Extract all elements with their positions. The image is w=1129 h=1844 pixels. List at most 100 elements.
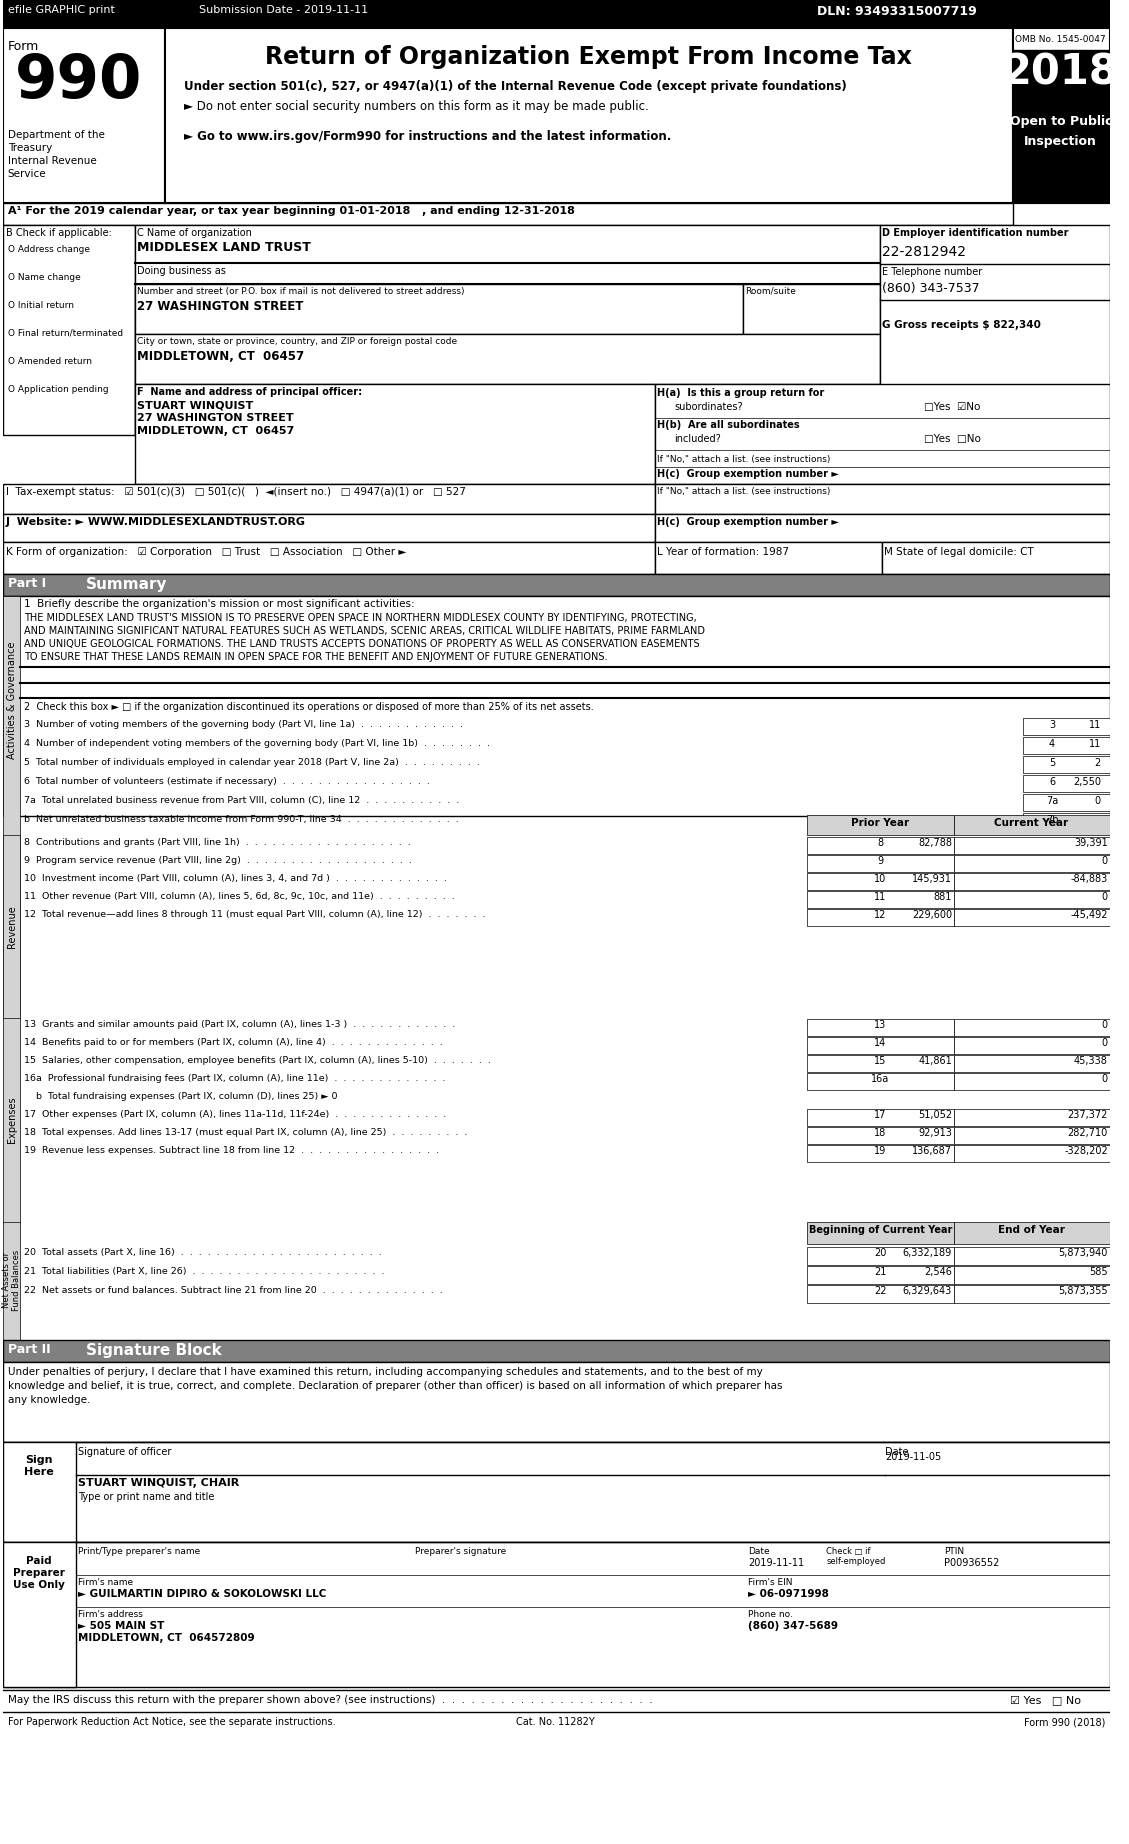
Bar [807, 909, 954, 926]
Text: OMB No. 1545-0047: OMB No. 1545-0047 [1015, 35, 1105, 44]
Text: Signature Block: Signature Block [86, 1342, 221, 1357]
Text: b  Total fundraising expenses (Part IX, column (D), lines 25) ► 0: b Total fundraising expenses (Part IX, c… [25, 1092, 338, 1101]
Bar [807, 1055, 954, 1071]
Text: THE MIDDLESEX LAND TRUST'S MISSION IS TO PRESERVE OPEN SPACE IN NORTHERN MIDDLES: THE MIDDLESEX LAND TRUST'S MISSION IS TO… [25, 612, 697, 623]
Text: 5: 5 [1049, 758, 1056, 767]
Bar [2, 1542, 77, 1687]
Bar [2, 28, 165, 203]
Text: End of Year: End of Year [998, 1224, 1065, 1235]
Text: 15  Salaries, other compensation, employee benefits (Part IX, column (A), lines : 15 Salaries, other compensation, employe… [25, 1057, 491, 1066]
Bar [954, 1145, 1110, 1162]
Text: AND MAINTAINING SIGNIFICANT NATURAL FEATURES SUCH AS WETLANDS, SCENIC AREAS, CRI: AND MAINTAINING SIGNIFICANT NATURAL FEAT… [25, 625, 706, 636]
Text: 6: 6 [1049, 776, 1054, 787]
Text: Firm's EIN: Firm's EIN [749, 1578, 793, 1588]
Bar [954, 1073, 1110, 1090]
Text: 2018: 2018 [1003, 52, 1119, 94]
Text: 11: 11 [1088, 739, 1101, 749]
Text: 7b: 7b [1045, 815, 1058, 824]
Text: 145,931: 145,931 [912, 874, 952, 883]
Bar [954, 1020, 1110, 1036]
Text: Current Year: Current Year [995, 819, 1068, 828]
Text: ► Do not enter social security numbers on this form as it may be made public.: ► Do not enter social security numbers o… [184, 100, 649, 112]
Bar [807, 815, 954, 835]
Bar [807, 1145, 954, 1162]
Text: C Name of organization: C Name of organization [137, 229, 252, 238]
Text: Form: Form [8, 41, 38, 53]
Text: O Application pending: O Application pending [8, 385, 108, 395]
Text: □Yes  □No: □Yes □No [925, 433, 981, 444]
Text: 17: 17 [874, 1110, 886, 1119]
Text: 4: 4 [1049, 739, 1054, 749]
Text: D Employer identification number: D Employer identification number [883, 229, 1069, 238]
Text: 229,600: 229,600 [912, 909, 952, 920]
Bar [655, 483, 1110, 514]
Text: ► Go to www.irs.gov/Form990 for instructions and the latest information.: ► Go to www.irs.gov/Form990 for instruct… [184, 129, 672, 144]
Text: ► GUILMARTIN DIPIRO & SOKOLOWSKI LLC: ► GUILMARTIN DIPIRO & SOKOLOWSKI LLC [78, 1590, 326, 1599]
Text: 17  Other expenses (Part IX, column (A), lines 11a-11d, 11f-24e)  .  .  .  .  . : 17 Other expenses (Part IX, column (A), … [25, 1110, 447, 1119]
Text: 11  Other revenue (Part VIII, column (A), lines 5, 6d, 8c, 9c, 10c, and 11e)  . : 11 Other revenue (Part VIII, column (A),… [25, 892, 455, 902]
Bar [1023, 795, 1110, 811]
Text: A¹ For the 2019 calendar year, or tax year beginning 01-01-2018   , and ending 1: A¹ For the 2019 calendar year, or tax ye… [8, 207, 575, 216]
Text: ► 06-0971998: ► 06-0971998 [749, 1590, 829, 1599]
Bar [954, 1055, 1110, 1071]
Text: included?: included? [674, 433, 721, 444]
Text: (860) 343-7537: (860) 343-7537 [883, 282, 980, 295]
Text: 21: 21 [874, 1267, 886, 1278]
Bar [655, 514, 1110, 542]
Bar [954, 1285, 1110, 1304]
Bar [807, 1108, 954, 1127]
Text: M State of legal domicile: CT: M State of legal domicile: CT [884, 548, 1034, 557]
Text: Beginning of Current Year: Beginning of Current Year [808, 1224, 952, 1235]
Bar [954, 872, 1110, 891]
Bar [807, 1247, 954, 1265]
Bar [1023, 738, 1110, 754]
Text: Cat. No. 11282Y: Cat. No. 11282Y [516, 1717, 595, 1728]
Text: 14: 14 [874, 1038, 886, 1047]
Text: 1  Briefly describe the organization's mission or most significant activities:: 1 Briefly describe the organization's mi… [25, 599, 415, 609]
Bar [1023, 717, 1110, 736]
Text: MIDDLETOWN, CT  06457: MIDDLETOWN, CT 06457 [137, 426, 295, 435]
Text: May the IRS discuss this return with the preparer shown above? (see instructions: May the IRS discuss this return with the… [8, 1695, 653, 1706]
Text: H(a)  Is this a group return for: H(a) Is this a group return for [657, 387, 824, 398]
Text: 136,687: 136,687 [912, 1145, 952, 1156]
Bar [2, 1223, 20, 1342]
Bar [881, 225, 1110, 435]
Text: Paid: Paid [26, 1556, 52, 1566]
Text: STUART WINQUIST: STUART WINQUIST [137, 400, 253, 409]
Bar [954, 1127, 1110, 1143]
Text: 19: 19 [874, 1145, 886, 1156]
Bar [1023, 813, 1110, 830]
Text: (860) 347-5689: (860) 347-5689 [749, 1621, 838, 1630]
Bar [883, 542, 1110, 573]
Text: 4  Number of independent voting members of the governing body (Part VI, line 1b): 4 Number of independent voting members o… [25, 739, 490, 749]
Bar [807, 1267, 954, 1283]
Bar [807, 891, 954, 907]
Text: any knowledge.: any knowledge. [8, 1396, 90, 1405]
Text: Print/Type preparer's name: Print/Type preparer's name [78, 1547, 201, 1556]
Bar [2, 1018, 20, 1223]
Text: 9: 9 [877, 856, 883, 867]
Text: 8  Contributions and grants (Part VIII, line 1h)  .  .  .  .  .  .  .  .  .  .  : 8 Contributions and grants (Part VIII, l… [25, 837, 411, 846]
Bar [165, 28, 1013, 203]
Text: 22-2812942: 22-2812942 [883, 245, 966, 258]
Text: 16a: 16a [872, 1073, 890, 1084]
Text: 14  Benefits paid to or for members (Part IX, column (A), line 4)  .  .  .  .  .: 14 Benefits paid to or for members (Part… [25, 1038, 443, 1047]
Text: 2  Check this box ► □ if the organization discontinued its operations or dispose: 2 Check this box ► □ if the organization… [25, 703, 594, 712]
Text: 5  Total number of individuals employed in calendar year 2018 (Part V, line 2a) : 5 Total number of individuals employed i… [25, 758, 480, 767]
Text: 27 WASHINGTON STREET: 27 WASHINGTON STREET [137, 413, 294, 422]
Text: -328,202: -328,202 [1065, 1145, 1108, 1156]
Bar [2, 203, 1013, 225]
Text: Phone no.: Phone no. [749, 1610, 793, 1619]
Text: 39,391: 39,391 [1074, 837, 1108, 848]
Bar [1013, 50, 1110, 105]
Text: Number and street (or P.O. box if mail is not delivered to street address): Number and street (or P.O. box if mail i… [137, 288, 464, 297]
Bar [2, 1442, 77, 1542]
Text: subordinates?: subordinates? [674, 402, 743, 411]
Text: Treasury: Treasury [8, 144, 52, 153]
Text: 10: 10 [874, 874, 886, 883]
Bar [135, 225, 881, 435]
Text: 7a: 7a [1045, 797, 1058, 806]
Text: J  Website: ► WWW.MIDDLESEXLANDTRUST.ORG: J Website: ► WWW.MIDDLESEXLANDTRUST.ORG [6, 516, 306, 527]
Text: Part I: Part I [8, 577, 46, 590]
Text: Preparer: Preparer [14, 1567, 65, 1578]
